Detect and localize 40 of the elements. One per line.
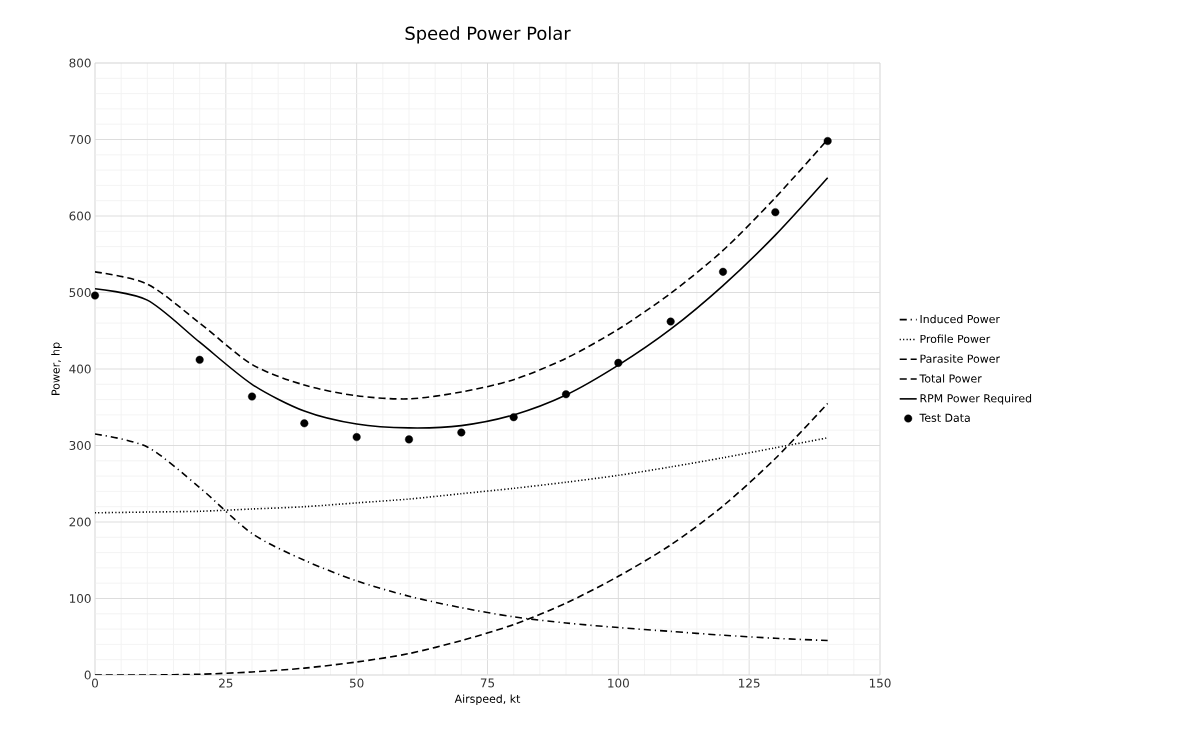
y-tick-label: 100 xyxy=(69,593,91,604)
x-tick-label: 100 xyxy=(608,678,629,688)
x-tick-label: 50 xyxy=(349,678,364,688)
point xyxy=(405,435,413,444)
chart-title: Speed Power Polar xyxy=(405,26,571,44)
y-tick-label: 800 xyxy=(69,58,91,68)
legend-label: RPM Power Required xyxy=(920,393,1032,405)
y-tick-label: 300 xyxy=(69,440,91,451)
point xyxy=(300,419,309,428)
y-axis-title: Power, hp xyxy=(51,342,62,395)
y-tick-label: 0 xyxy=(84,670,91,680)
legend-label: Profile Power xyxy=(920,334,991,344)
point xyxy=(352,433,361,442)
y-tick-label: 500 xyxy=(69,287,91,298)
point xyxy=(666,317,675,326)
point xyxy=(771,208,780,217)
point xyxy=(248,392,256,401)
point xyxy=(719,267,727,276)
x-axis-title: Airspeed, kt xyxy=(454,694,521,706)
point xyxy=(562,390,570,399)
point xyxy=(614,358,623,367)
legend-label: Test Data xyxy=(919,413,970,422)
point xyxy=(195,355,204,364)
point xyxy=(823,137,832,146)
y-tick-label: 600 xyxy=(69,211,91,221)
y-tick-label: 400 xyxy=(69,364,91,374)
point xyxy=(509,413,518,422)
y-tick-label: 700 xyxy=(69,134,91,145)
x-tick-label: 125 xyxy=(739,678,760,688)
point xyxy=(457,428,466,437)
point xyxy=(91,291,99,300)
legend-label: Total Power xyxy=(919,374,982,383)
legend-label: Parasite Power xyxy=(920,354,1000,363)
legend-label: Induced Power xyxy=(920,314,1000,324)
x-tick-label: 0 xyxy=(91,678,99,688)
line-series xyxy=(95,402,829,675)
x-tick-label: 75 xyxy=(480,678,495,688)
x-tick-label: 25 xyxy=(219,678,233,688)
x-tick-label: 150 xyxy=(869,678,891,688)
y-tick-label: 200 xyxy=(69,517,91,527)
